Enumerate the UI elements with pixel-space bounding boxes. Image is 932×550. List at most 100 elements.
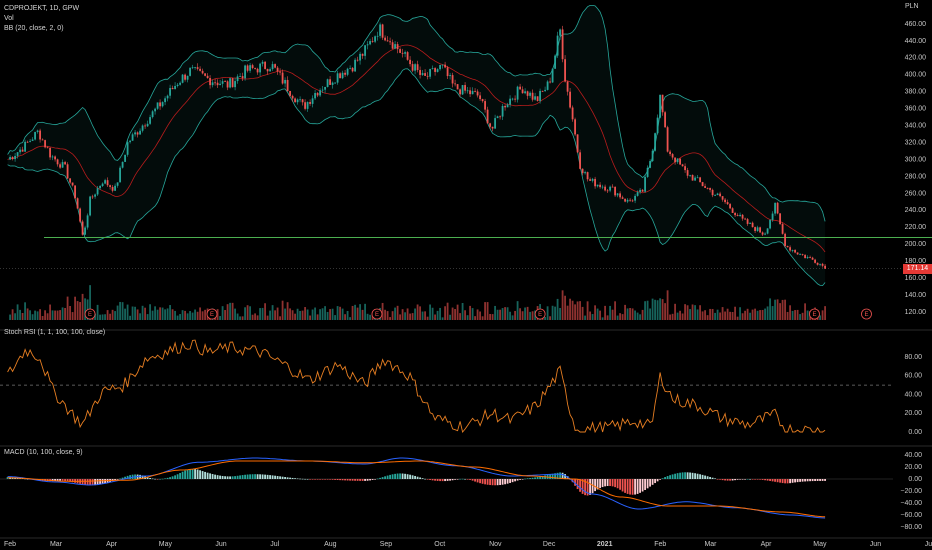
volume-bar	[794, 310, 796, 320]
candle-body	[71, 182, 74, 186]
candle-body	[264, 61, 266, 69]
candle-body	[806, 257, 809, 259]
volume-bar	[126, 304, 129, 320]
candle-body	[184, 74, 186, 80]
macd-histogram-bar	[334, 479, 336, 480]
volume-bar	[619, 313, 621, 320]
macd-histogram-bar	[114, 479, 116, 481]
candle-body	[164, 98, 166, 103]
macd-histogram-bar	[299, 478, 301, 480]
candle-body	[551, 68, 554, 83]
volume-bar	[49, 304, 51, 320]
volume-bar	[641, 309, 644, 320]
macd-histogram-bar	[504, 479, 506, 485]
volume-bar	[761, 309, 764, 320]
candle-body	[584, 172, 586, 174]
macd-histogram-bar	[401, 473, 404, 479]
volume-bar	[36, 311, 39, 320]
macd-histogram-bar	[466, 479, 469, 480]
volume-bar	[621, 314, 624, 320]
price-axis-tick: 340.00	[905, 122, 927, 129]
candle-body	[91, 196, 94, 198]
candle-body	[271, 64, 274, 70]
volume-bar	[586, 301, 589, 320]
candle-body	[699, 177, 701, 183]
macd-histogram-bar	[491, 479, 494, 486]
macd-histogram-bar	[211, 474, 214, 479]
volume-bar	[499, 309, 501, 320]
macd-histogram-bar	[181, 471, 184, 479]
candle-body	[676, 158, 679, 163]
candle-body	[486, 109, 489, 124]
candle-body	[681, 164, 684, 167]
macd-histogram-bar	[764, 479, 766, 481]
macd-histogram-bar	[171, 476, 174, 479]
candle-body	[199, 68, 201, 71]
macd-histogram-bar	[756, 479, 759, 480]
candle-body	[641, 189, 644, 192]
volume-bar	[564, 295, 566, 320]
macd-histogram-bar	[669, 475, 671, 479]
candle-body	[424, 73, 426, 76]
macd-histogram-bar	[636, 479, 639, 494]
candle-body	[206, 75, 209, 79]
volume-bar	[176, 315, 179, 320]
macd-histogram-bar	[691, 472, 694, 479]
macd-histogram-bar	[226, 476, 229, 479]
macd-histogram-bar	[599, 479, 601, 489]
candle-body	[644, 176, 646, 192]
volume-bar	[734, 306, 736, 320]
macd-histogram-bar	[609, 479, 611, 487]
macd-histogram-bar	[539, 476, 541, 479]
volume-bar	[41, 316, 44, 320]
volume-bar	[556, 298, 559, 320]
macd-histogram-bar	[404, 473, 406, 479]
macd-histogram-bar	[86, 479, 89, 486]
macd-histogram-bar	[389, 474, 391, 479]
candle-body	[64, 162, 66, 165]
macd-histogram-bar	[69, 479, 71, 482]
candle-body	[654, 133, 656, 151]
candle-body	[371, 41, 374, 42]
macd-histogram-bar	[494, 479, 496, 486]
macd-histogram-bar	[619, 479, 621, 490]
volume-bar	[106, 310, 109, 320]
candle-body	[751, 222, 754, 228]
price-axis-tick: 220.00	[905, 224, 927, 231]
volume-bar	[464, 310, 466, 320]
volume-bar	[271, 305, 274, 320]
macd-histogram-bar	[66, 479, 69, 482]
candle-body	[471, 90, 474, 95]
macd-histogram-bar	[821, 479, 824, 481]
volume-bar	[69, 305, 71, 320]
candle-body	[16, 152, 19, 156]
macd-histogram-bar	[174, 475, 176, 479]
volume-bar	[289, 308, 291, 320]
macd-histogram-bar	[499, 479, 501, 486]
volume-bar	[529, 311, 531, 320]
volume-bar	[169, 305, 171, 320]
macd-histogram-bar	[654, 479, 656, 484]
volume-bar	[791, 310, 794, 320]
volume-bar	[174, 310, 176, 320]
time-axis-tick: May	[159, 541, 173, 548]
candle-body	[526, 91, 529, 96]
candle-body	[106, 180, 109, 186]
price-axis-tick: 440.00	[905, 38, 927, 45]
volume-bar	[139, 313, 141, 320]
candle-body	[384, 37, 386, 41]
macd-histogram-bar	[84, 479, 86, 485]
volume-bar	[339, 306, 341, 320]
candle-body	[601, 186, 604, 188]
volume-bar	[581, 306, 584, 320]
volume-bar	[71, 312, 74, 320]
volume-bar	[101, 314, 104, 320]
candle-body	[756, 227, 759, 231]
candle-body	[381, 24, 384, 38]
macd-histogram-bar	[739, 479, 741, 480]
macd-axis-tick: 40.00	[904, 452, 922, 459]
candle-body	[586, 172, 589, 180]
volume-bar	[686, 305, 689, 320]
macd-histogram-bar	[774, 479, 776, 482]
